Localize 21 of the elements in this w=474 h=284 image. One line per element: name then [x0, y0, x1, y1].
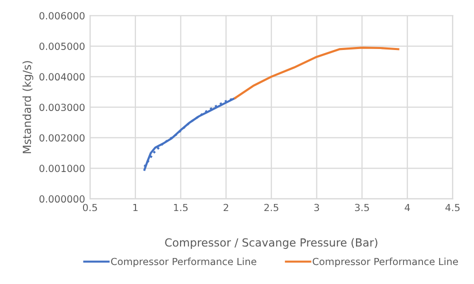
x-tick-label: 4.5 — [445, 204, 460, 212]
x-tick-label: 3 — [314, 204, 320, 212]
x-tick-label: 4 — [404, 204, 410, 212]
legend-label: Compressor Performance Line — [111, 258, 256, 268]
y-tick-label: 0.000000 — [39, 195, 85, 203]
y-tick-label: 0.002000 — [39, 134, 85, 142]
x-tick-label: 1 — [133, 204, 138, 212]
y-tick-label: 0.004000 — [39, 73, 85, 81]
x-tick-label: 2 — [224, 204, 228, 212]
legend-label: Compressor Performance Line — [312, 258, 458, 268]
line-series — [234, 46, 400, 100]
x-tick-label: 3.5 — [355, 204, 369, 212]
y-axis-title: Mstandard (kg/s) — [22, 61, 34, 154]
x-tick-label: 2.5 — [264, 204, 278, 212]
x-tick-label: 0.5 — [82, 204, 97, 212]
y-tick-label: 0.003000 — [39, 104, 85, 112]
x-tick-label: 1.5 — [174, 204, 188, 212]
y-tick-label: 0.006000 — [39, 12, 85, 20]
x-axis-title: Compressor / Scavange Pressure (Bar) — [165, 238, 378, 249]
y-tick-label: 0.001000 — [39, 164, 85, 172]
y-tick-label: 0.005000 — [39, 42, 85, 50]
